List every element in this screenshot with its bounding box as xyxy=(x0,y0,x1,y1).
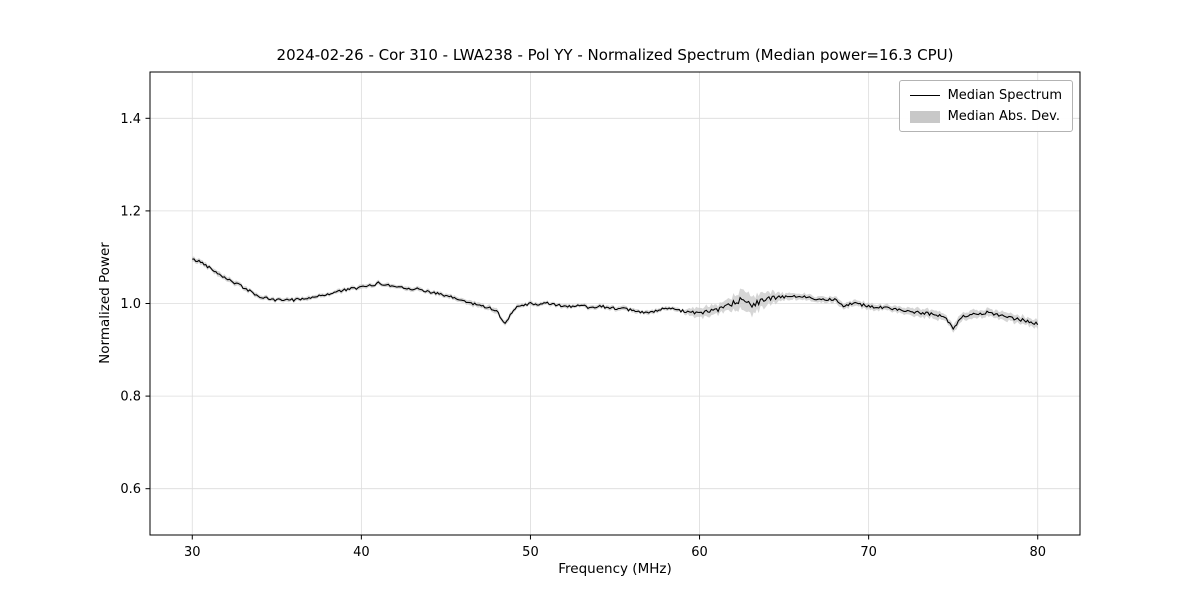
x-tick-label: 50 xyxy=(522,545,539,560)
x-tick-label: 30 xyxy=(184,545,201,560)
y-tick-label: 0.6 xyxy=(120,482,141,497)
y-tick-label: 1.2 xyxy=(120,204,141,219)
x-tick-label: 40 xyxy=(353,545,370,560)
x-tick-label: 80 xyxy=(1029,545,1046,560)
legend: Median Spectrum Median Abs. Dev. xyxy=(898,80,1073,132)
x-tick-label: 70 xyxy=(860,545,877,560)
legend-line-sample-icon xyxy=(909,95,940,96)
y-tick-label: 1.0 xyxy=(120,297,141,312)
spectrum-line xyxy=(192,258,1039,331)
y-axis-label: Normalized Power xyxy=(97,242,113,364)
legend-item-median-spectrum: Median Spectrum xyxy=(909,88,1062,103)
y-tick-label: 0.8 xyxy=(120,390,141,405)
x-tick-label: 60 xyxy=(691,545,708,560)
legend-item-median-abs-dev: Median Abs. Dev. xyxy=(909,109,1062,124)
legend-patch-sample-icon xyxy=(909,110,940,123)
legend-label-median-spectrum: Median Spectrum xyxy=(947,88,1062,103)
y-tick-label: 1.4 xyxy=(120,112,141,127)
legend-label-median-abs-dev: Median Abs. Dev. xyxy=(947,109,1061,124)
x-axis-label: Frequency (MHz) xyxy=(558,561,672,577)
chart-title: 2024-02-26 - Cor 310 - LWA238 - Pol YY -… xyxy=(276,46,954,64)
